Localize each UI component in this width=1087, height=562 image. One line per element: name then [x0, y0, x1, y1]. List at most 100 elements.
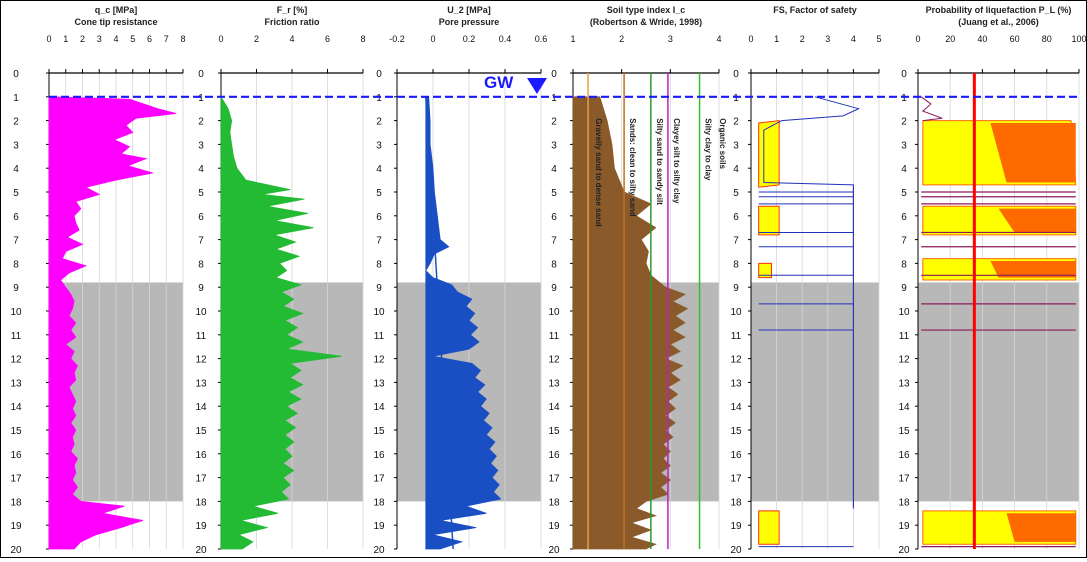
depth-label-ic: 14 — [548, 402, 560, 413]
depth-label-pl: 17 — [898, 474, 910, 485]
depth-label-fs: 17 — [730, 474, 742, 485]
depth-label-fr: 6 — [198, 212, 204, 223]
panel-subtitle-ic: (Robertson & Wride, 1998) — [590, 17, 702, 27]
pl-area-mid-orange — [998, 208, 1076, 233]
gray-zone-band-5 — [918, 282, 1079, 502]
depth-label-fr: 10 — [195, 307, 207, 318]
depth-label-u2: 12 — [373, 355, 385, 366]
depth-label-fs: 9 — [733, 283, 739, 294]
depth-label-ic: 0 — [551, 69, 557, 80]
depth-label-u2: 16 — [373, 450, 385, 461]
depth-label-qc: 7 — [13, 236, 19, 247]
depth-label-pl: 0 — [901, 69, 907, 80]
x-tick-label-qc: 8 — [180, 34, 185, 44]
depth-label-pl: 18 — [898, 497, 910, 508]
depth-label-fs: 13 — [730, 378, 742, 389]
depth-label-fs: 0 — [733, 69, 739, 80]
panel-title-qc: q_c [MPa] — [95, 5, 138, 15]
depth-label-fr: 14 — [195, 402, 207, 413]
x-tick-label-qc: 4 — [113, 34, 118, 44]
x-tick-label-pl: 0 — [915, 34, 920, 44]
depth-label-u2: 14 — [373, 402, 385, 413]
x-tick-label-ic: 2 — [619, 34, 624, 44]
fs-area-bottom — [758, 510, 780, 545]
depth-label-fr: 17 — [195, 474, 207, 485]
x-tick-label-ic: 4 — [716, 34, 721, 44]
depth-label-ic: 3 — [551, 140, 557, 151]
profile-area-fr — [220, 95, 342, 550]
depth-label-fr: 16 — [195, 450, 207, 461]
depth-label-pl: 7 — [901, 236, 907, 247]
depth-label-ic: 19 — [548, 521, 560, 532]
depth-label-qc: 20 — [10, 545, 22, 556]
x-tick-label-fr: 0 — [218, 34, 223, 44]
depth-label-pl: 13 — [898, 378, 910, 389]
x-tick-label-u2: 0.6 — [535, 34, 548, 44]
depth-label-fs: 15 — [730, 426, 742, 437]
depth-label-u2: 4 — [376, 164, 382, 175]
depth-label-pl: 9 — [901, 283, 907, 294]
depth-label-pl: 14 — [898, 402, 910, 413]
fs-area-upper — [758, 120, 780, 188]
depth-label-qc: 6 — [13, 212, 19, 223]
depth-label-qc: 8 — [13, 259, 19, 270]
depth-label-ic: 18 — [548, 497, 560, 508]
depth-label-fr: 9 — [198, 283, 204, 294]
depth-label-fs: 14 — [730, 402, 742, 413]
depth-label-ic: 6 — [551, 212, 557, 223]
depth-label-fs: 10 — [730, 307, 742, 318]
depth-label-ic: 4 — [551, 164, 557, 175]
pl-area-bottom-orange — [1006, 513, 1076, 542]
gray-zone-band-4 — [751, 282, 879, 502]
depth-label-qc: 0 — [13, 69, 19, 80]
depth-label-qc: 16 — [10, 450, 22, 461]
depth-label-pl: 10 — [898, 307, 910, 318]
depth-label-qc: 9 — [13, 283, 19, 294]
x-tick-label-u2: 0.4 — [499, 34, 512, 44]
soil-zone-label: Sands: clean to silty sand — [628, 118, 637, 216]
depth-label-ic: 16 — [548, 450, 560, 461]
depth-label-u2: 9 — [376, 283, 382, 294]
depth-label-ic: 12 — [548, 355, 560, 366]
x-tick-label-fs: 2 — [800, 34, 805, 44]
depth-label-ic: 8 — [551, 259, 557, 270]
depth-label-fs: 11 — [731, 331, 742, 342]
x-tick-label-u2: 0 — [430, 34, 435, 44]
depth-label-fr: 8 — [198, 259, 204, 270]
depth-label-u2: 13 — [373, 378, 385, 389]
x-tick-label-pl: 40 — [977, 34, 987, 44]
depth-label-fr: 1 — [198, 93, 204, 104]
fs-line — [763, 96, 860, 509]
depth-label-u2: 19 — [373, 521, 385, 532]
depth-label-fr: 7 — [198, 236, 204, 247]
depth-label-u2: 2 — [376, 117, 382, 128]
depth-label-ic: 1 — [551, 93, 557, 104]
x-tick-label-qc: 0 — [46, 34, 51, 44]
depth-label-fs: 4 — [733, 164, 739, 175]
x-tick-label-fs: 3 — [825, 34, 830, 44]
fs-area-mid — [758, 205, 780, 236]
depth-label-u2: 15 — [373, 426, 385, 437]
depth-label-pl: 5 — [901, 188, 907, 199]
depth-label-u2: 1 — [376, 93, 382, 104]
profile-area-u2 — [425, 96, 502, 550]
depth-label-fr: 13 — [195, 378, 207, 389]
x-tick-label-ic: 1 — [570, 34, 575, 44]
x-tick-label-qc: 7 — [164, 34, 169, 44]
panel-subtitle-pl: (Juang et al., 2006) — [958, 17, 1039, 27]
depth-label-u2: 0 — [376, 69, 382, 80]
x-tick-label-pl: 100 — [1071, 34, 1086, 44]
depth-label-fr: 18 — [195, 497, 207, 508]
depth-label-ic: 5 — [551, 188, 557, 199]
soil-zone-label: Clayey silt to silty clay — [672, 118, 681, 204]
depth-label-fs: 8 — [733, 259, 739, 270]
panel-title-pl: Probability of liquefaction P_L (%) — [926, 5, 1072, 15]
depth-label-u2: 6 — [376, 212, 382, 223]
depth-label-u2: 8 — [376, 259, 382, 270]
depth-label-pl: 20 — [898, 545, 910, 556]
soil-zone-label: Organic soils — [718, 118, 727, 169]
depth-label-fs: 2 — [733, 117, 739, 128]
x-tick-label-ic: 3 — [668, 34, 673, 44]
panel-subtitle-fr: Friction ratio — [264, 17, 320, 27]
